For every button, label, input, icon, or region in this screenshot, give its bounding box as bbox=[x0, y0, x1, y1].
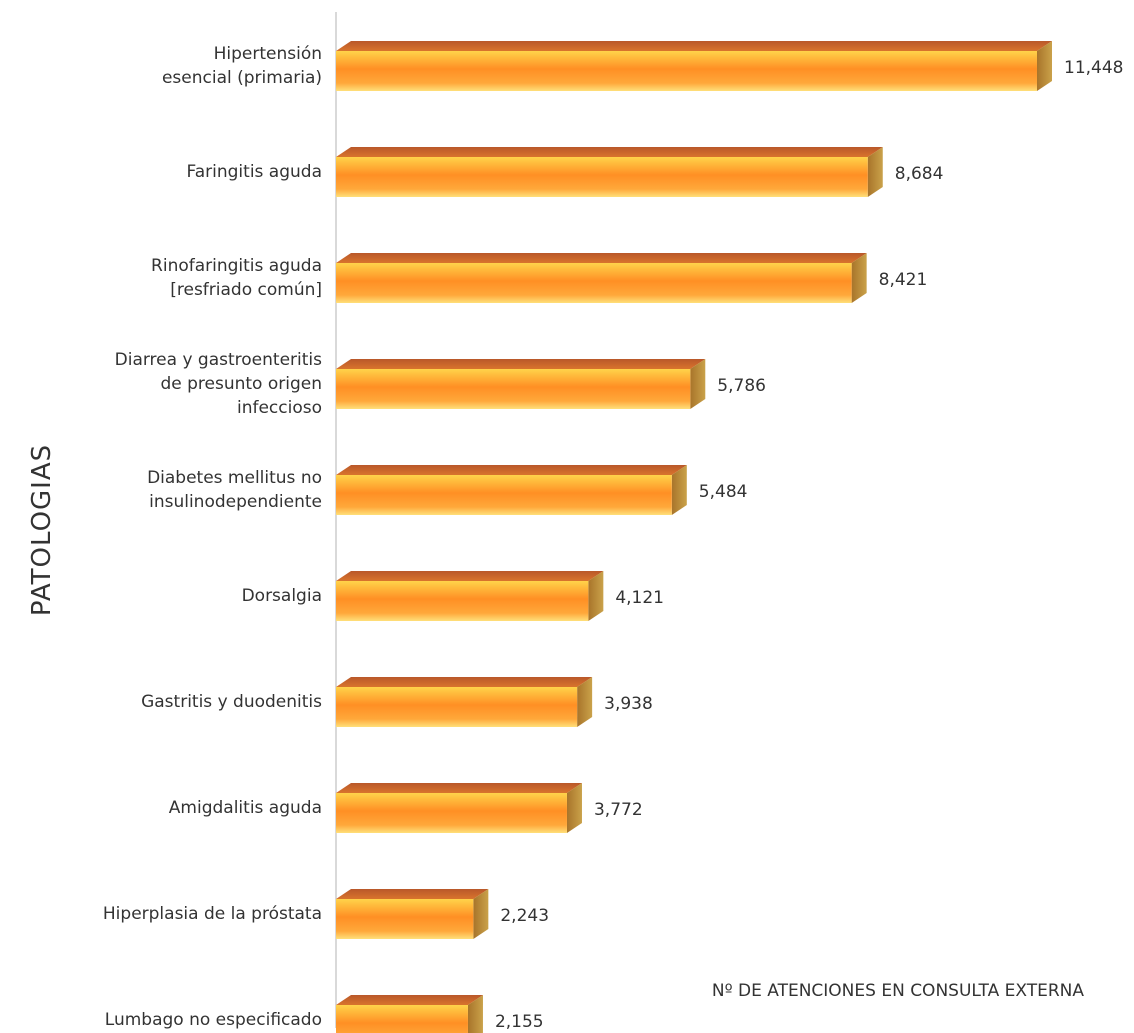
bar-side-face bbox=[588, 571, 604, 621]
bar bbox=[336, 465, 687, 515]
category-labels: Hipertensión esencial (primaria) Faringiti… bbox=[103, 44, 322, 1030]
bar bbox=[336, 41, 1052, 91]
data-label: 3,772 bbox=[594, 800, 643, 820]
bar-top-face bbox=[336, 147, 883, 157]
bar-front-face bbox=[336, 369, 691, 409]
category-label-line: de presunto origen bbox=[160, 374, 322, 394]
bar bbox=[336, 253, 867, 303]
category-label: Diabetes mellitus no insulinodependiente bbox=[147, 468, 322, 512]
category-label-line: Diarrea y gastroenteritis bbox=[115, 350, 322, 370]
category-label: Hiperplasia de la próstata bbox=[103, 904, 322, 924]
bar-front-face bbox=[336, 263, 852, 303]
category-label-line: Diabetes mellitus no bbox=[147, 468, 322, 488]
bar bbox=[336, 359, 706, 409]
data-label: 5,786 bbox=[717, 376, 766, 396]
category-label-line: Hiperplasia de la próstata bbox=[103, 904, 322, 924]
bar bbox=[336, 147, 883, 197]
data-label: 2,155 bbox=[495, 1012, 544, 1032]
data-label: 11,448 bbox=[1064, 58, 1123, 78]
bar-side-face bbox=[1037, 41, 1052, 91]
bar-top-face bbox=[336, 889, 489, 899]
data-label: 4,121 bbox=[615, 588, 664, 608]
bar-top-face bbox=[336, 571, 604, 581]
category-label-line: Dorsalgia bbox=[242, 586, 322, 606]
category-label: Amigdalitis aguda bbox=[169, 798, 322, 818]
category-label-line: Lumbago no especificado bbox=[105, 1010, 322, 1030]
data-label: 5,484 bbox=[699, 482, 748, 502]
category-label: Diarrea y gastroenteritis de presunto ori… bbox=[115, 350, 322, 418]
bar-side-face bbox=[690, 359, 706, 409]
category-label-line: Gastritis y duodenitis bbox=[141, 692, 322, 712]
bar bbox=[336, 783, 582, 833]
bar bbox=[336, 995, 483, 1033]
data-label: 8,421 bbox=[879, 270, 928, 290]
bar-top-face bbox=[336, 995, 483, 1005]
bar bbox=[336, 571, 604, 621]
bars-group bbox=[336, 41, 1052, 1033]
category-label-line: Hipertensión bbox=[214, 44, 322, 64]
bar-side-face bbox=[467, 995, 483, 1033]
bar-top-face bbox=[336, 465, 687, 475]
bar-side-face bbox=[473, 889, 489, 939]
bar-front-face bbox=[336, 1005, 468, 1033]
bar-side-face bbox=[566, 783, 582, 833]
bar-top-face bbox=[336, 359, 706, 369]
bar-front-face bbox=[336, 793, 567, 833]
bar-top-face bbox=[336, 783, 582, 793]
bar-side-face bbox=[867, 147, 883, 197]
category-label-line: Faringitis aguda bbox=[187, 162, 322, 182]
category-label: Hipertensión esencial (primaria) bbox=[162, 44, 322, 88]
bar-top-face bbox=[336, 677, 593, 687]
data-label: 2,243 bbox=[500, 906, 549, 926]
bar-front-face bbox=[336, 581, 589, 621]
category-label-line: esencial (primaria) bbox=[162, 68, 322, 88]
category-label: Dorsalgia bbox=[242, 586, 322, 606]
category-label: Rinofaringitis aguda [resfriado común] bbox=[151, 256, 322, 300]
bar bbox=[336, 889, 489, 939]
bar-front-face bbox=[336, 157, 868, 197]
bar-side-face bbox=[671, 465, 687, 515]
category-label: Faringitis aguda bbox=[187, 162, 322, 182]
bar-side-face bbox=[851, 253, 867, 303]
y-axis-title: PATOLOGIAS bbox=[27, 444, 57, 616]
category-label-line: insulinodependiente bbox=[149, 492, 322, 512]
bar-top-face bbox=[336, 253, 867, 263]
bar-side-face bbox=[577, 677, 593, 727]
category-label-line: [resfriado común] bbox=[170, 280, 322, 300]
data-label: 8,684 bbox=[895, 164, 944, 184]
bar-front-face bbox=[336, 51, 1037, 91]
x-axis-title: Nº DE ATENCIONES EN CONSULTA EXTERNA bbox=[712, 981, 1084, 1001]
bar bbox=[336, 677, 593, 727]
bar-front-face bbox=[336, 475, 672, 515]
bar-top-face bbox=[336, 41, 1052, 51]
bar-front-face bbox=[336, 687, 578, 727]
value-labels: 11,448 8,684 8,421 5,786 5,484 4,121 3,938 3,77… bbox=[495, 58, 1124, 1032]
category-label-line: Rinofaringitis aguda bbox=[151, 256, 322, 276]
category-label: Lumbago no especificado bbox=[105, 1010, 322, 1030]
category-label: Gastritis y duodenitis bbox=[141, 692, 322, 712]
category-label-line: infeccioso bbox=[237, 398, 322, 418]
data-label: 3,938 bbox=[604, 694, 653, 714]
bar-front-face bbox=[336, 899, 474, 939]
category-label-line: Amigdalitis aguda bbox=[169, 798, 322, 818]
